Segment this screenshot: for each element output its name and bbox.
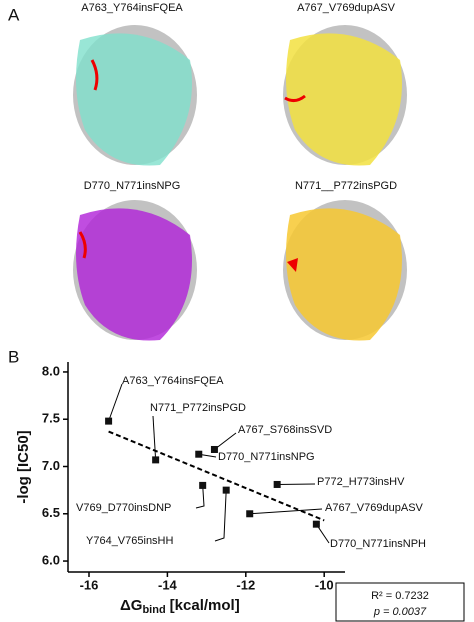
point	[246, 510, 254, 518]
point-label: N771_P772insPGD	[150, 402, 246, 414]
structure-title: A767_V769dupASV	[297, 2, 396, 14]
x-tick-label: -12	[236, 577, 255, 592]
x-label-unit: [kcal/mol]	[170, 597, 240, 614]
point-label: D770_N771insNPH	[330, 538, 426, 550]
x-label-sub: bind	[142, 604, 165, 616]
y-tick-label: 7.5	[42, 411, 60, 426]
r-squared: R² = 0.7232	[371, 590, 429, 602]
leader-line	[249, 508, 323, 515]
point	[222, 486, 230, 494]
structure-image	[73, 200, 197, 341]
leader-line	[152, 415, 157, 460]
panel-label: A	[8, 5, 20, 24]
x-tick-label: -14	[158, 577, 178, 592]
structure-title: A763_Y764insFQEA	[81, 2, 183, 14]
point	[199, 481, 207, 489]
point-label: V769_D770insDNP	[76, 502, 171, 514]
point	[195, 450, 203, 458]
trendline	[108, 430, 325, 522]
y-axis-label: -log [IC50]	[15, 430, 32, 503]
structure-title: D770_N771insNPG	[84, 180, 181, 192]
y-tick-label: 6.0	[42, 552, 60, 567]
point-label: Y764_V765insHH	[86, 535, 174, 547]
x-tick-label: -10	[315, 577, 334, 592]
y-tick-label: 6.5	[42, 505, 60, 520]
x-tick-label: -16	[80, 577, 99, 592]
point-label: P772_H773insHV	[317, 476, 405, 488]
structure-image	[283, 25, 407, 166]
structure-image	[283, 200, 407, 341]
panel-label: B	[8, 347, 19, 366]
point	[210, 445, 218, 453]
x-label-main: ΔG	[120, 597, 142, 614]
stats-box	[335, 582, 465, 622]
x-axis-label: ΔGbind [kcal/mol]	[120, 597, 240, 616]
point	[152, 456, 160, 464]
leader-line	[108, 383, 123, 422]
y-tick-label: 8.0	[42, 363, 60, 378]
leader-line	[214, 432, 237, 450]
point-label: D770_N771insNPG	[218, 451, 315, 463]
structure-title: N771__P772insPGD	[295, 180, 397, 192]
p-value: p = 0.0037	[373, 606, 427, 618]
point	[312, 520, 320, 528]
point-label: A763_Y764insFQEA	[122, 375, 224, 387]
point	[105, 417, 113, 425]
leader-line	[214, 490, 227, 542]
leader-line	[195, 485, 205, 509]
point-label: A767_V769dupASV	[325, 502, 424, 514]
structure-image	[73, 25, 197, 166]
point	[273, 480, 281, 488]
point-label: A767_S768insSVD	[238, 424, 332, 436]
y-tick-label: 7.0	[42, 458, 60, 473]
